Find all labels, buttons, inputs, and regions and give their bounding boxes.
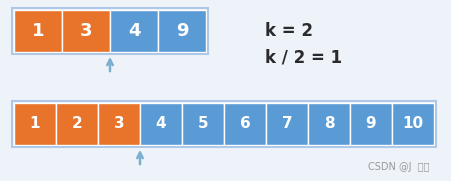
Text: 8: 8	[323, 117, 334, 132]
Text: 1: 1	[30, 117, 40, 132]
FancyBboxPatch shape	[14, 103, 56, 145]
FancyBboxPatch shape	[140, 103, 182, 145]
Text: 9: 9	[175, 22, 188, 40]
FancyBboxPatch shape	[224, 103, 265, 145]
FancyBboxPatch shape	[56, 103, 98, 145]
Text: 3: 3	[114, 117, 124, 132]
Text: 6: 6	[239, 117, 250, 132]
FancyBboxPatch shape	[110, 10, 158, 52]
FancyBboxPatch shape	[62, 10, 110, 52]
FancyBboxPatch shape	[307, 103, 349, 145]
Text: k / 2 = 1: k / 2 = 1	[264, 48, 341, 66]
Text: 4: 4	[155, 117, 166, 132]
FancyBboxPatch shape	[265, 103, 307, 145]
Text: CSDN @J  居宋: CSDN @J 居宋	[368, 162, 429, 172]
FancyBboxPatch shape	[158, 10, 206, 52]
Text: 9: 9	[365, 117, 376, 132]
Text: k = 2: k = 2	[264, 22, 312, 40]
Text: 7: 7	[281, 117, 292, 132]
FancyBboxPatch shape	[391, 103, 433, 145]
FancyBboxPatch shape	[14, 10, 62, 52]
Text: 4: 4	[128, 22, 140, 40]
FancyBboxPatch shape	[182, 103, 224, 145]
FancyBboxPatch shape	[349, 103, 391, 145]
FancyBboxPatch shape	[98, 103, 140, 145]
Text: 5: 5	[197, 117, 208, 132]
Text: 10: 10	[401, 117, 423, 132]
Text: 3: 3	[79, 22, 92, 40]
Text: 2: 2	[71, 117, 82, 132]
Text: 1: 1	[32, 22, 44, 40]
